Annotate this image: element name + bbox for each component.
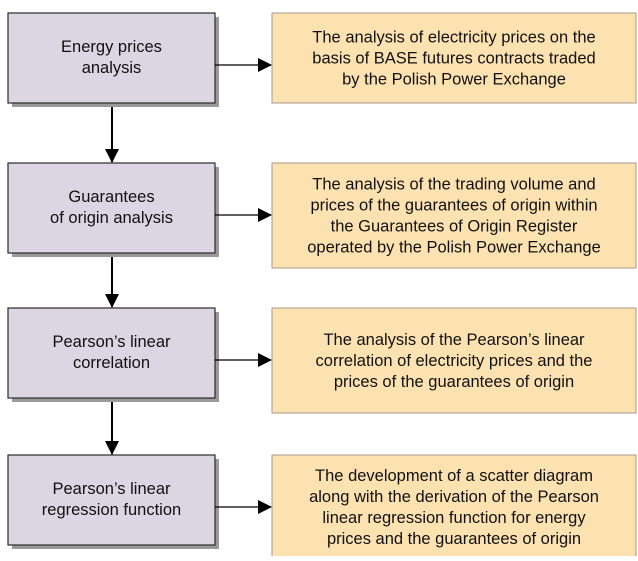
description-text: the Guarantees of Origin Register: [331, 217, 578, 235]
step-label: analysis: [82, 59, 142, 77]
description-box: [271, 307, 637, 414]
description-text: The analysis of the Pearson’s linear: [323, 331, 585, 349]
step-label: correlation: [73, 354, 150, 372]
description-text: The analysis of electricity prices on th…: [312, 28, 595, 46]
step-box: [7, 454, 216, 546]
step-label: Pearson’s linear: [52, 480, 171, 498]
step-box: [7, 162, 216, 254]
description-text: The development of a scatter diagram: [315, 467, 593, 485]
step-box: [7, 12, 216, 104]
description-box: [271, 162, 637, 269]
step-label: regression function: [42, 501, 181, 519]
description-text: linear regression function for energy: [322, 509, 586, 527]
step-label: of origin analysis: [50, 209, 173, 227]
description-text: along with the derivation of the Pearson: [309, 488, 599, 506]
step-box: [7, 307, 216, 399]
description-text: correlation of electricity prices and th…: [316, 352, 593, 370]
description-box: [271, 454, 637, 560]
step-label: Energy prices: [61, 38, 162, 56]
description-text: prices of the guarantees of origin withi…: [310, 196, 597, 214]
description-text: prices and the guarantees of origin: [327, 530, 581, 548]
step-label: Guarantees: [68, 188, 154, 206]
description-text: operated by the Polish Power Exchange: [307, 238, 601, 256]
description-text: basis of BASE futures contracts traded: [312, 49, 595, 67]
description-text: prices of the guarantees of origin: [334, 373, 574, 391]
description-text: The analysis of the trading volume and: [312, 175, 595, 193]
description-box: [271, 12, 637, 104]
step-label: Pearson’s linear: [52, 333, 171, 351]
description-text: by the Polish Power Exchange: [342, 70, 566, 88]
